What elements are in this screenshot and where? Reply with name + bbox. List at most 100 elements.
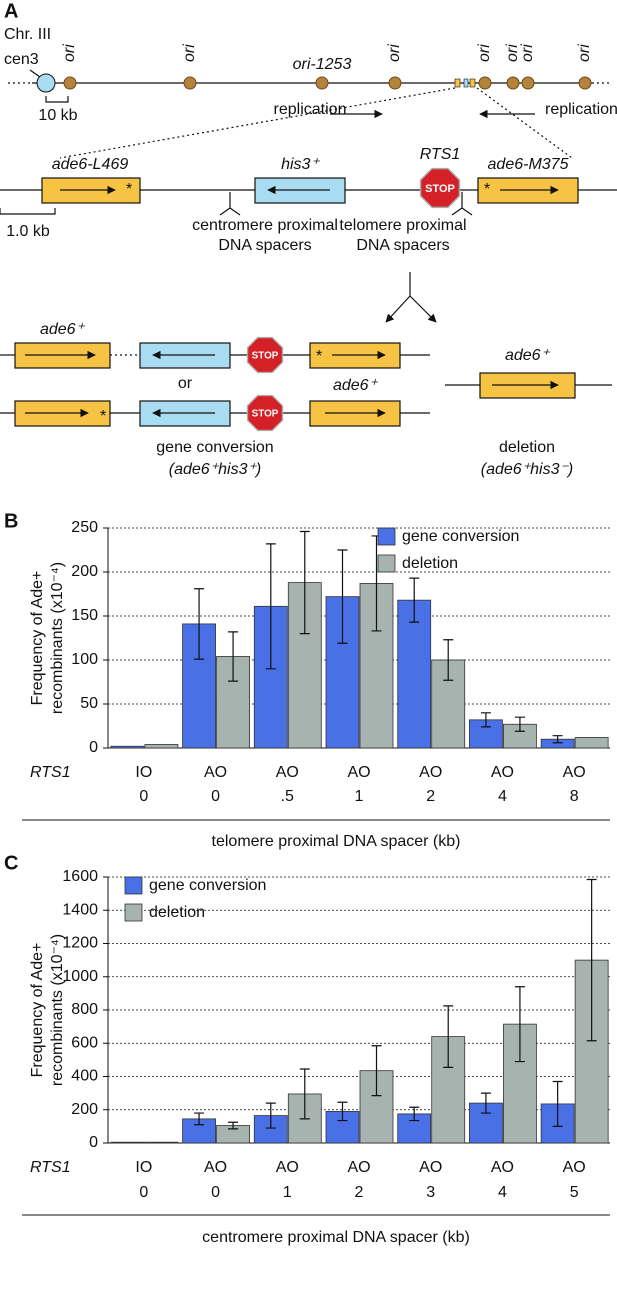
error-bar — [552, 1080, 563, 1127]
replication-label: replication — [545, 101, 617, 118]
stop-sign: STOP — [246, 394, 284, 432]
error-bar — [514, 986, 525, 1063]
origins — [63, 76, 592, 90]
x-tick-label: 1 — [355, 788, 364, 805]
y-tick-label: 1200 — [62, 935, 98, 952]
y-axis-label: recombinants (x10⁻⁴) — [49, 934, 66, 1086]
x-tick-label: 8 — [570, 788, 579, 805]
ori-label: ori-1253 — [293, 56, 352, 73]
y-tick-label: 250 — [71, 519, 98, 536]
rts1-label: AO — [204, 764, 227, 781]
arrow — [385, 295, 411, 323]
x-tick-label: .5 — [281, 788, 294, 805]
star: * — [484, 181, 490, 198]
error-bar — [480, 712, 491, 728]
locus-box — [463, 78, 469, 88]
x-tick-label: 5 — [570, 1184, 579, 1201]
gene-label: ade6⁺ — [333, 377, 379, 394]
scale-bar — [0, 208, 56, 215]
error-bar — [480, 1092, 491, 1114]
error-bar — [299, 1068, 310, 1120]
centromere — [36, 73, 56, 93]
ori-label: ori — [61, 44, 78, 62]
legend-label: deletion — [149, 904, 205, 921]
barrier-label: RTS1 — [420, 146, 461, 163]
error-bar — [299, 530, 310, 635]
y-tick-label: 200 — [71, 1101, 98, 1118]
y-tick-label: 600 — [71, 1034, 98, 1051]
zoom-line — [59, 87, 456, 159]
y-tick-label: 0 — [89, 1134, 98, 1151]
y-tick-label: 1000 — [62, 968, 98, 985]
gene-label: ade6-M375 — [488, 156, 569, 173]
bar — [110, 1141, 145, 1144]
error-bar — [337, 549, 348, 644]
rts1-label: AO — [419, 764, 442, 781]
chromosome-label: Chr. III — [4, 26, 51, 43]
y-tick-label: 50 — [80, 695, 98, 712]
row-label: RTS1 — [30, 1159, 71, 1176]
rts1-label: AO — [347, 764, 370, 781]
rts1-label: AO — [491, 1159, 514, 1176]
bar — [144, 744, 179, 749]
x-tick-label: 0 — [139, 788, 148, 805]
rts1-label: IO — [135, 764, 152, 781]
scale-label: 1.0 kb — [6, 223, 50, 240]
spacer-label: DNA spacers — [218, 237, 311, 254]
legend-swatch — [377, 554, 396, 573]
x-tick-label: 0 — [211, 1184, 220, 1201]
bar — [397, 599, 432, 749]
spacer-label: DNA spacers — [356, 237, 449, 254]
replication-label: replication — [274, 101, 347, 118]
star: * — [316, 348, 322, 365]
error-bar — [443, 639, 454, 681]
zoom-line — [476, 87, 573, 159]
rts1-label: IO — [135, 1159, 152, 1176]
legend-label: deletion — [402, 555, 458, 572]
y-tick-label: 150 — [71, 607, 98, 624]
star: * — [100, 408, 106, 425]
panel-a: A Chr. III cen3 ori ori ori ori ori ori … — [0, 0, 617, 478]
error-bar — [514, 716, 525, 732]
y-tick-label: 800 — [71, 1001, 98, 1018]
y-axis-label: recombinants (x10⁻⁴) — [49, 562, 66, 714]
error-bar — [265, 543, 276, 670]
legend-swatch — [124, 876, 143, 895]
error-bar — [409, 1106, 420, 1122]
x-tick-label: 0 — [211, 788, 220, 805]
row-label: RTS1 — [30, 764, 71, 781]
pointer — [29, 69, 41, 78]
rts1-label: AO — [204, 1159, 227, 1176]
ori-label: ori — [476, 44, 493, 62]
panel-label: B — [4, 510, 18, 532]
y-tick-label: 1400 — [62, 901, 98, 918]
spacer-mark — [451, 192, 473, 216]
x-tick-label: 3 — [426, 1184, 435, 1201]
error-bar — [371, 1045, 382, 1097]
rts1-label: AO — [347, 1159, 370, 1176]
legend-label: gene conversion — [149, 877, 266, 894]
scale-bar — [45, 96, 69, 103]
error-bar — [443, 1005, 454, 1068]
rts1-label: AO — [276, 1159, 299, 1176]
ori-label: ori — [181, 44, 198, 62]
panel-label: C — [4, 852, 18, 874]
stop-sign: STOP — [246, 336, 284, 374]
rts1-label: AO — [419, 1159, 442, 1176]
bar — [574, 737, 609, 749]
error-bar — [194, 1112, 205, 1126]
x-tick-label: 0 — [139, 1184, 148, 1201]
outcome-label: deletion — [499, 439, 555, 456]
centromere-label: cen3 — [4, 51, 39, 68]
outcome-label: (ade6⁺his3⁺) — [169, 461, 262, 478]
error-bar — [409, 577, 420, 623]
y-tick-label: 100 — [71, 651, 98, 668]
rts1-label: AO — [276, 764, 299, 781]
bar — [110, 745, 145, 749]
gene-label: ade6-L469 — [52, 156, 129, 173]
arrow — [409, 295, 437, 323]
stop-sign: STOP — [419, 167, 461, 209]
error-bar — [265, 1102, 276, 1129]
or-label: or — [178, 375, 193, 392]
x-tick-label: 4 — [498, 788, 507, 805]
